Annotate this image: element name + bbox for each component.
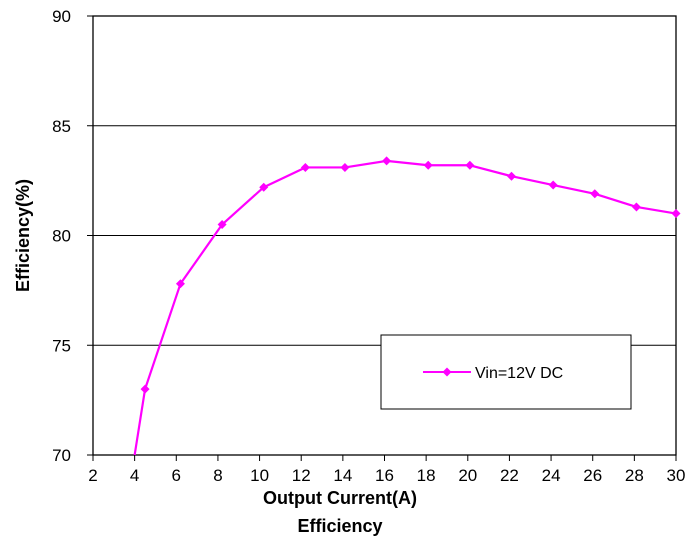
data-point [140, 384, 150, 394]
y-axis-label: Efficiency(%) [13, 179, 33, 292]
x-tick-label: 26 [583, 466, 602, 485]
legend: Vin=12V DC [380, 334, 632, 410]
y-tick-label: 75 [52, 336, 71, 355]
series-line [133, 159, 677, 456]
y-tick-label: 90 [52, 7, 71, 26]
y-axis-ticks: 70 75 80 85 90 [52, 7, 93, 465]
series-layer [133, 156, 681, 456]
y-tick-label: 85 [52, 117, 71, 136]
legend-box [380, 334, 632, 410]
data-point [671, 209, 681, 219]
x-tick-label: 28 [625, 466, 644, 485]
data-point [465, 160, 475, 170]
x-tick-label: 10 [250, 466, 269, 485]
data-point [175, 279, 185, 289]
x-tick-label: 18 [417, 466, 436, 485]
data-point [507, 171, 517, 181]
data-point [631, 202, 641, 212]
data-point [217, 220, 227, 230]
chart-title: Efficiency [297, 516, 382, 536]
x-tick-label: 22 [500, 466, 519, 485]
data-point [340, 162, 350, 172]
data-point [382, 156, 392, 166]
y-tick-label: 70 [52, 446, 71, 465]
data-point [548, 180, 558, 190]
x-tick-label: 8 [213, 466, 222, 485]
x-tick-label: 30 [667, 466, 686, 485]
x-tick-label: 12 [292, 466, 311, 485]
x-tick-label: 6 [172, 466, 181, 485]
data-point [423, 160, 433, 170]
x-tick-label: 4 [130, 466, 139, 485]
x-tick-label: 24 [542, 466, 561, 485]
x-axis-label: Output Current(A) [263, 488, 417, 508]
data-point [590, 189, 600, 199]
x-tick-label: 16 [375, 466, 394, 485]
y-tick-label: 80 [52, 227, 71, 246]
data-point [300, 162, 310, 172]
x-tick-label: 14 [333, 466, 352, 485]
x-axis-ticks: 2 4 6 8 10 12 14 16 18 20 22 24 26 28 30 [88, 455, 685, 485]
legend-marker [442, 367, 452, 377]
legend-label: Vin=12V DC [475, 365, 563, 382]
x-tick-label: 20 [458, 466, 477, 485]
data-point [259, 182, 269, 192]
x-tick-label: 2 [88, 466, 97, 485]
